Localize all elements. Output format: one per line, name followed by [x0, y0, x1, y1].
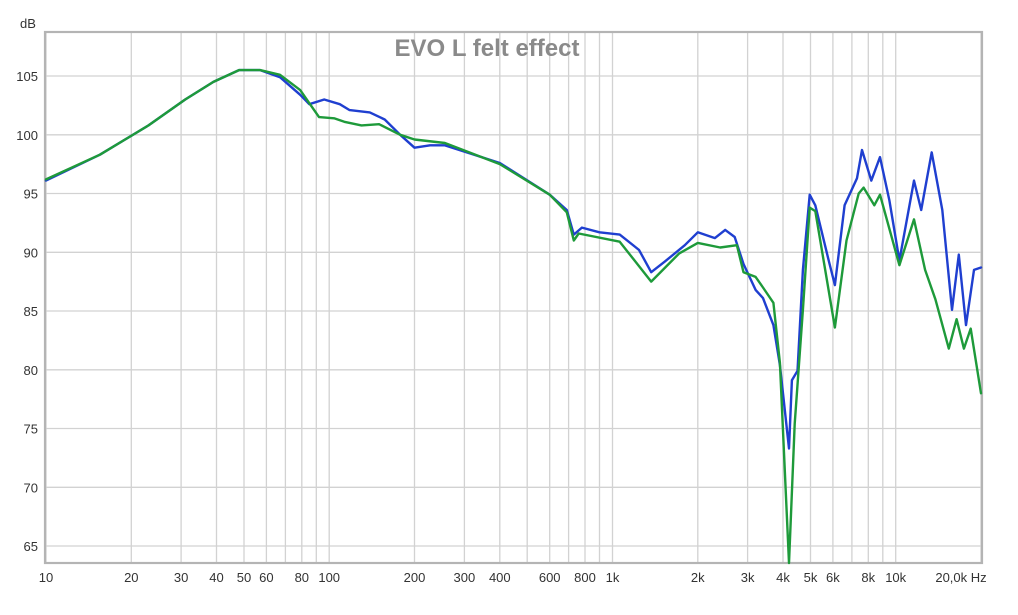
y-tick-label: 95	[24, 187, 38, 202]
x-tick-label: 200	[404, 570, 426, 585]
x-tick-label: 8k	[861, 570, 875, 585]
x-tick-label: 5k	[804, 570, 818, 585]
x-tick-label: 6k	[826, 570, 840, 585]
x-tick-label: 30	[174, 570, 188, 585]
grid-lines	[45, 32, 982, 563]
x-tick-label: 40	[209, 570, 223, 585]
x-tick-label: 20,0k Hz	[935, 570, 986, 585]
x-tick-label: 100	[318, 570, 340, 585]
x-tick-label: 60	[259, 570, 273, 585]
chart-title: EVO L felt effect	[395, 35, 580, 62]
x-tick-label: 800	[574, 570, 596, 585]
y-axis-ticks: 105 100 95 90 85 80 75 70 65	[16, 69, 38, 554]
plot-border	[43, 30, 984, 565]
y-tick-label: 65	[24, 539, 38, 554]
x-tick-label: 20	[124, 570, 138, 585]
x-axis-ticks: 10 20 30 40 50 60 80 100 200 300 400 600 800 1k 2k 3k 4k…	[39, 570, 987, 585]
y-tick-label: 70	[24, 480, 38, 495]
y-tick-label: 75	[24, 422, 38, 437]
x-tick-label: 1k	[606, 570, 620, 585]
data-series	[44, 68, 983, 565]
y-tick-label: 105	[16, 69, 38, 84]
x-tick-label: 3k	[741, 570, 755, 585]
x-tick-label: 80	[295, 570, 309, 585]
x-tick-label: 300	[454, 570, 476, 585]
x-tick-label: 400	[489, 570, 511, 585]
x-tick-label: 10	[39, 570, 53, 585]
y-axis-unit-label: dB	[20, 16, 36, 31]
plot-frame	[43, 30, 984, 565]
x-tick-label: 50	[237, 570, 251, 585]
y-tick-label: 100	[16, 128, 38, 143]
y-tick-label: 85	[24, 304, 38, 319]
x-tick-label: 10k	[885, 570, 906, 585]
x-tick-label: 600	[539, 570, 561, 585]
blue-series-line	[44, 68, 983, 450]
green-series-line	[44, 68, 983, 565]
x-tick-label: 2k	[691, 570, 705, 585]
y-tick-label: 80	[24, 363, 38, 378]
y-tick-label: 90	[24, 245, 38, 260]
x-tick-label: 4k	[776, 570, 790, 585]
